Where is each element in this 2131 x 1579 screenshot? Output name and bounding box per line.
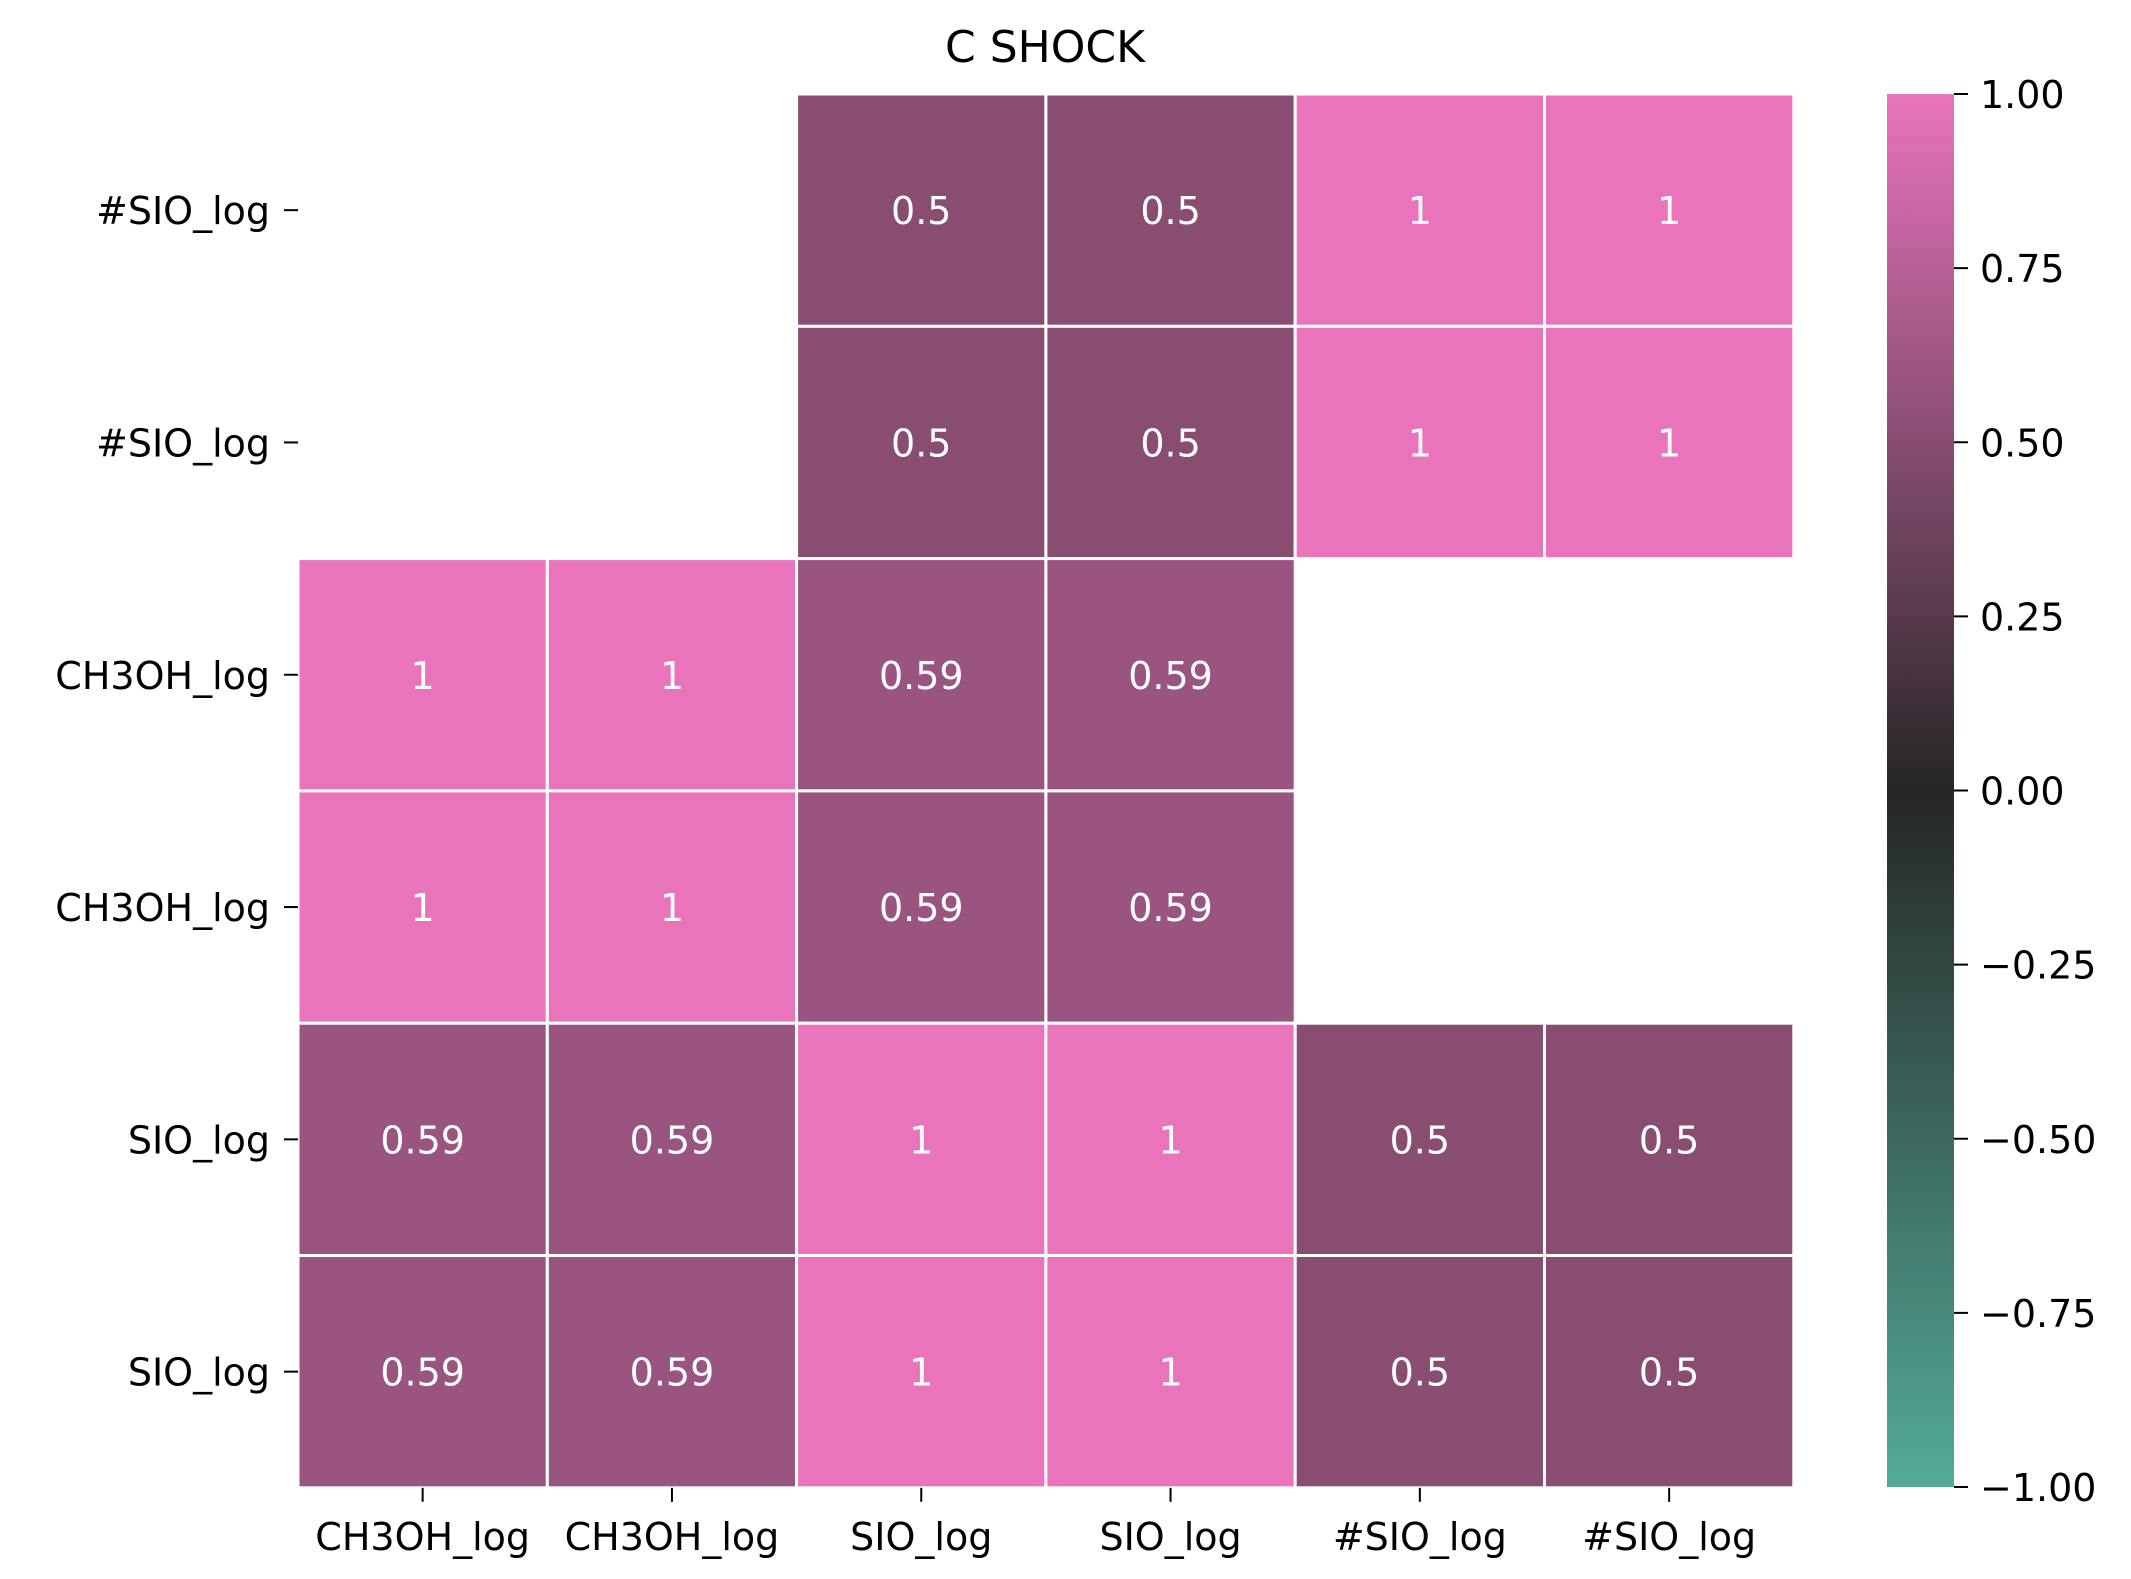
heatmap-cell (296, 789, 549, 1025)
heatmap-cell (1293, 1021, 1546, 1258)
cell-annotation: 0.5 (891, 421, 951, 465)
y-tick-label: #SIO_log (96, 189, 270, 233)
y-tick-label: SIO_log (128, 1351, 270, 1395)
cell-annotation: 1 (1158, 1351, 1182, 1395)
cell-annotation: 0.59 (879, 654, 964, 698)
heatmap-cell (1044, 557, 1297, 793)
heatmap-cell (545, 557, 799, 793)
cell-annotation: 0.59 (630, 1118, 715, 1162)
y-tick-label: CH3OH_log (55, 886, 270, 930)
colorbar-axis: 1.00 0.75 0.50 0.25 0.00 −0.25 −0.50 −0.75 −1.00 (1954, 73, 2096, 1510)
cell-annotation: 1 (1158, 1118, 1182, 1162)
heatmap-cell (1543, 324, 1796, 561)
heatmap-cell (1293, 1254, 1546, 1490)
colorbar-tick-label: −0.50 (1980, 1118, 2096, 1162)
y-tick-label: #SIO_log (96, 421, 270, 465)
cell-annotation: 1 (411, 654, 435, 698)
colorbar-tick-label: 1.00 (1980, 73, 2065, 117)
heatmap-cell (1543, 1021, 1796, 1258)
cell-annotation: 0.5 (1390, 1118, 1450, 1162)
cell-annotation: 0.59 (1128, 886, 1213, 930)
heatmap-cell (1044, 324, 1297, 561)
cell-annotation: 1 (1657, 189, 1681, 233)
heatmap-cell (795, 324, 1048, 561)
cell-annotation: 0.5 (1639, 1118, 1699, 1162)
cell-annotation: 0.5 (891, 189, 951, 233)
y-tick-label: SIO_log (128, 1118, 270, 1162)
cell-annotation: 0.59 (380, 1118, 465, 1162)
colorbar-tick-label: −0.75 (1980, 1292, 2096, 1336)
heatmap-cell (795, 1254, 1048, 1490)
cell-annotation: 1 (1657, 421, 1681, 465)
colorbar-tick-label: 0.75 (1980, 247, 2065, 291)
x-tick-label: #SIO_log (1333, 1515, 1507, 1559)
cell-annotation: 1 (909, 1118, 933, 1162)
chart-title: C SHOCK (945, 22, 1146, 73)
cell-annotation: 0.59 (630, 1351, 715, 1395)
heatmap-cell (1293, 92, 1546, 328)
heatmap-cell (795, 1021, 1048, 1258)
cell-annotation: 0.59 (879, 886, 964, 930)
cell-annotation: 0.5 (1140, 421, 1200, 465)
x-tick-label: SIO_log (850, 1515, 992, 1559)
heatmap-cells: 0.5 0.5 1 1 0.5 0.5 1 1 1 1 0.59 0.59 1 1 0.59 0.59 0.59… (296, 92, 1796, 1490)
y-tick-label: CH3OH_log (55, 654, 270, 698)
cell-annotation: 1 (1408, 421, 1432, 465)
heatmap-cell (545, 1021, 799, 1258)
cell-annotation: 1 (411, 886, 435, 930)
heatmap-cell (1543, 92, 1796, 328)
heatmap-cell (1044, 789, 1297, 1025)
cell-annotation: 0.5 (1140, 189, 1200, 233)
heatmap-cell (296, 1021, 549, 1258)
cell-annotation: 1 (660, 886, 684, 930)
x-tick-label: #SIO_log (1582, 1515, 1756, 1559)
cell-annotation: 0.5 (1639, 1351, 1699, 1395)
heatmap-cell (1543, 1254, 1796, 1490)
colorbar-tick-label: 0.25 (1980, 595, 2065, 639)
x-tick-label: CH3OH_log (565, 1515, 780, 1559)
x-tick-label: CH3OH_log (315, 1515, 530, 1559)
heatmap-cell (795, 92, 1048, 328)
colorbar-tick-label: −0.25 (1980, 944, 2096, 988)
heatmap-cell (545, 789, 799, 1025)
cell-annotation: 1 (1408, 189, 1432, 233)
colorbar-tick-label: 0.50 (1980, 421, 2065, 465)
heatmap-cell (296, 1254, 549, 1490)
x-axis: CH3OH_log CH3OH_log SIO_log SIO_log #SIO_log… (315, 1487, 1756, 1559)
y-axis: #SIO_log #SIO_log CH3OH_log CH3OH_log SIO_lo… (55, 189, 298, 1395)
cell-annotation: 0.59 (1128, 654, 1213, 698)
cell-annotation: 0.59 (380, 1351, 465, 1395)
cell-annotation: 1 (909, 1351, 933, 1395)
cell-annotation: 0.5 (1390, 1351, 1450, 1395)
heatmap-cell (1044, 1021, 1297, 1258)
x-tick-label: SIO_log (1099, 1515, 1241, 1559)
colorbar-tick-label: 0.00 (1980, 770, 2065, 814)
colorbar (1887, 94, 1954, 1487)
colorbar-tick-label: −1.00 (1980, 1466, 2096, 1510)
heatmap-cell (1044, 92, 1297, 328)
cell-annotation: 1 (660, 654, 684, 698)
heatmap-cell (1293, 324, 1546, 561)
